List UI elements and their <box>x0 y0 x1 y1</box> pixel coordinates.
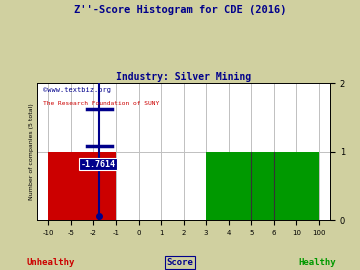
Text: ©www.textbiz.org: ©www.textbiz.org <box>43 87 111 93</box>
Bar <box>94 152 116 220</box>
Bar <box>49 152 94 220</box>
Bar <box>206 152 319 220</box>
Text: Score: Score <box>167 258 193 267</box>
Text: Unhealthy: Unhealthy <box>26 258 75 267</box>
Title: Industry: Silver Mining: Industry: Silver Mining <box>116 72 251 82</box>
Text: -1.7614: -1.7614 <box>81 160 116 169</box>
Text: The Research Foundation of SUNY: The Research Foundation of SUNY <box>43 101 159 106</box>
Text: Healthy: Healthy <box>298 258 336 267</box>
Y-axis label: Number of companies (5 total): Number of companies (5 total) <box>30 103 35 200</box>
Text: Z''-Score Histogram for CDE (2016): Z''-Score Histogram for CDE (2016) <box>74 5 286 15</box>
